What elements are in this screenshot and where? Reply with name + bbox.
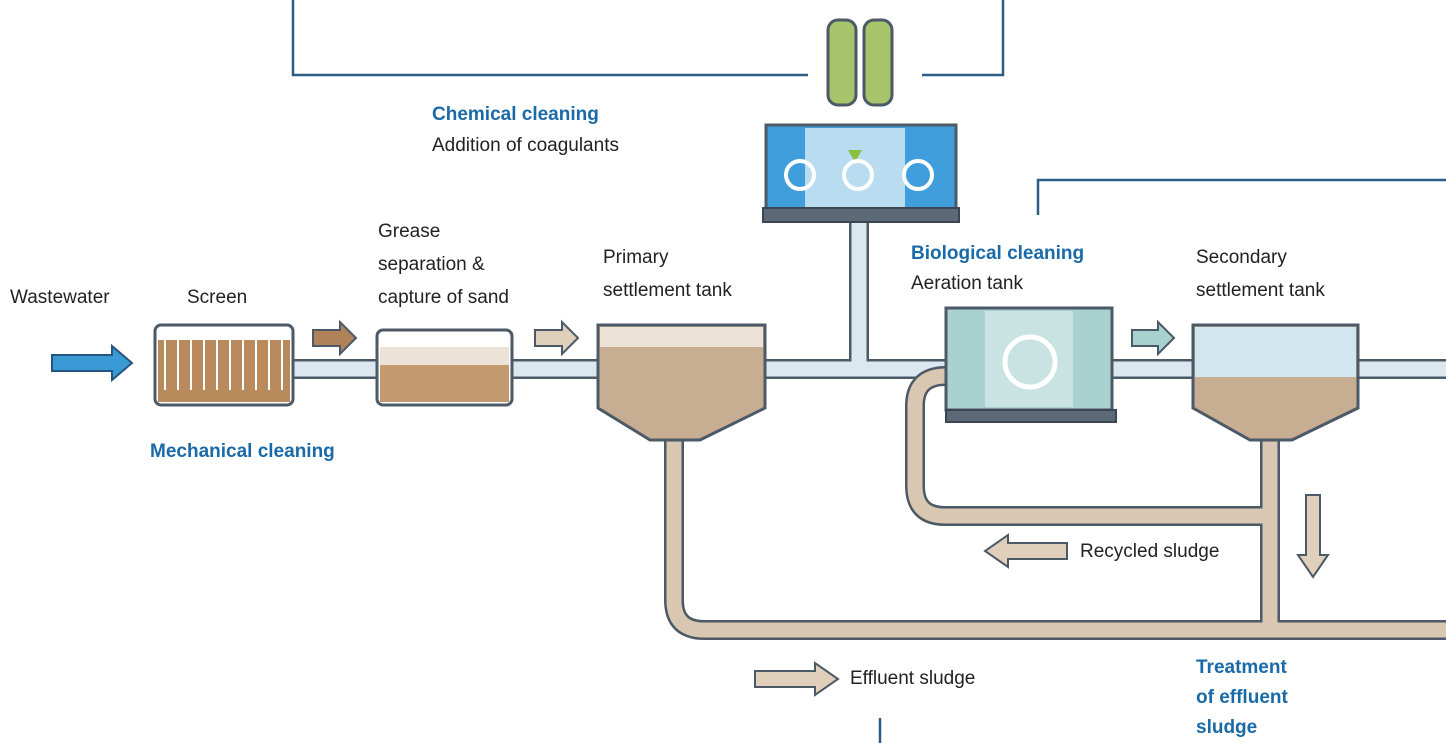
- diagram: Wastewater Screen Grease separation & ca…: [0, 0, 1446, 743]
- label: capture of sand: [378, 287, 509, 308]
- label: Recycled sludge: [1080, 541, 1219, 562]
- label: Aeration tank: [911, 273, 1023, 294]
- primary-tank-water: [600, 327, 763, 347]
- label-heading: sludge: [1196, 717, 1257, 738]
- chemical-tank: [763, 20, 959, 222]
- label-heading: Mechanical cleaning: [150, 441, 335, 462]
- label: Effluent sludge: [850, 668, 975, 689]
- down-arrow: [1298, 495, 1328, 577]
- label-heading: Biological cleaning: [911, 243, 1084, 264]
- label: Wastewater: [10, 287, 110, 308]
- label: Grease: [378, 221, 440, 242]
- label: Addition of coagulants: [432, 135, 619, 156]
- label-heading: Treatment: [1196, 657, 1287, 678]
- label: separation &: [378, 254, 485, 275]
- label-heading: of effluent: [1196, 687, 1288, 708]
- grease-tank: [377, 330, 512, 405]
- label-heading: Chemical cleaning: [432, 104, 599, 125]
- screen-tank: [155, 325, 293, 405]
- bracket: [293, 0, 1003, 75]
- label: Primary: [603, 247, 669, 268]
- label: Screen: [187, 287, 247, 308]
- flow-arrow: [1132, 322, 1174, 354]
- inflow-arrow: [52, 346, 132, 380]
- label: settlement tank: [1196, 280, 1325, 301]
- recycle-arrow: [985, 535, 1067, 567]
- bracket: [1038, 180, 1446, 215]
- label: settlement tank: [603, 280, 732, 301]
- secondary-tank-water: [1195, 327, 1356, 377]
- aeration-tank: [946, 308, 1116, 422]
- flow-arrow: [313, 322, 356, 354]
- label: Secondary: [1196, 247, 1287, 268]
- flow-arrow: [535, 322, 578, 354]
- effluent-arrow: [755, 663, 838, 695]
